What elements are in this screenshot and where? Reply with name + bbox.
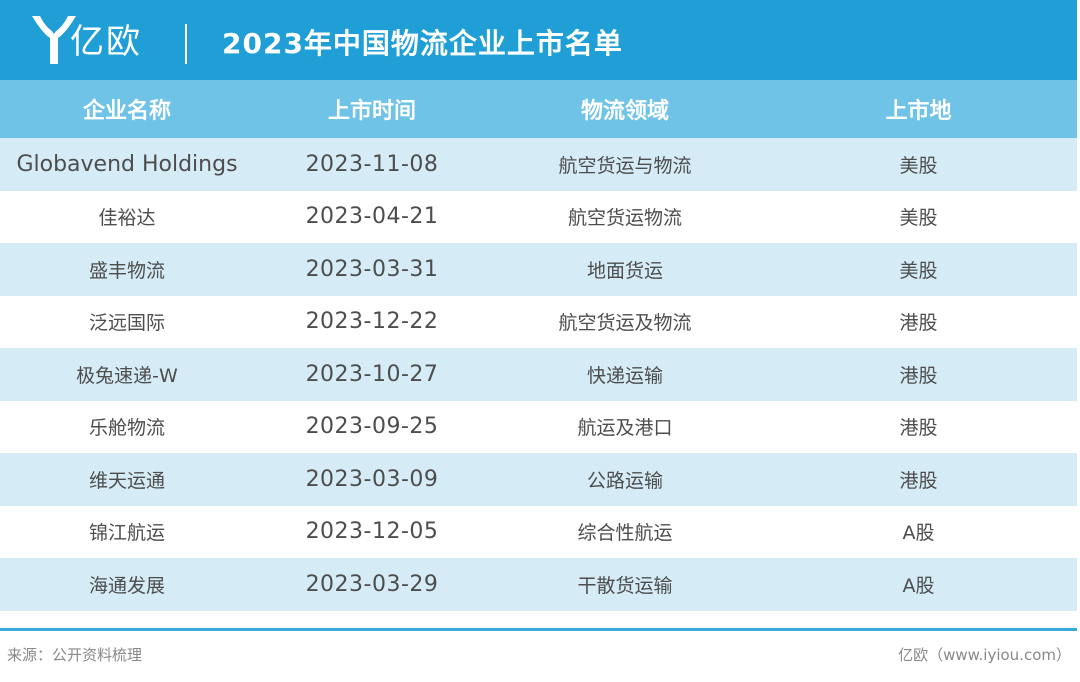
cell-logistics-field: 航空货运物流 (567, 207, 682, 230)
cell-company: 盛丰物流 (88, 259, 165, 282)
cell-listing-date: 2023-03-09 (305, 466, 439, 492)
header-divider (185, 24, 187, 64)
cell-listing-date: 2023-10-27 (305, 361, 439, 387)
cell-listing-date: 2023-11-08 (305, 151, 439, 177)
cell-company: 佳裕达 (98, 207, 156, 230)
table-row: 泛远国际 2023-12-22 航空货运及物流 港股 (0, 295, 1077, 348)
table-row: Globavend Holdings 2023-11-08 航空货运与物流 美股 (0, 138, 1077, 191)
table-body: Globavend Holdings 2023-11-08 航空货运与物流 美股… (0, 138, 1077, 611)
cell-listing-date: 2023-09-25 (305, 414, 439, 440)
cell-listing-market: A股 (902, 522, 935, 545)
table-header: 企业名称 上市时间 物流领域 上市地 (0, 80, 1077, 138)
brand-name: 亿欧 (70, 22, 142, 62)
table-row: 锦江航运 2023-12-05 综合性航运 A股 (0, 505, 1077, 558)
cell-listing-date: 2023-03-31 (305, 256, 439, 282)
source-note: 来源：公开资料梳理 (7, 646, 143, 664)
table-row: 极兔速递-W 2023-10-27 快递运输 港股 (0, 348, 1077, 401)
cell-listing-date: 2023-04-21 (305, 204, 439, 230)
cell-listing-market: A股 (902, 574, 935, 597)
cell-company: 泛远国际 (88, 312, 165, 335)
table-row: 维天运通 2023-03-09 公路运输 港股 (0, 453, 1077, 506)
cell-logistics-field: 快递运输 (586, 364, 663, 387)
table-row: 佳裕达 2023-04-21 航空货运物流 美股 (0, 190, 1077, 243)
column-header-listing-date: 上市时间 (327, 99, 416, 124)
credit-note: 亿欧（www.iyiou.com） (898, 646, 1071, 664)
cell-logistics-field: 公路运输 (586, 469, 663, 492)
cell-listing-market: 港股 (899, 469, 938, 492)
cell-listing-market: 美股 (899, 154, 938, 177)
cell-listing-date: 2023-12-22 (305, 309, 439, 335)
page-header: 亿欧 2023年中国物流企业上市名单 (0, 0, 1077, 80)
cell-logistics-field: 航空货运及物流 (558, 312, 692, 335)
column-header-logistics-field: 物流领域 (580, 99, 669, 124)
cell-company: 极兔速递-W (76, 364, 178, 387)
cell-logistics-field: 综合性航运 (577, 522, 673, 545)
cell-company: 海通发展 (88, 574, 165, 597)
table-row: 海通发展 2023-03-29 干散货运输 A股 (0, 558, 1077, 611)
cell-logistics-field: 地面货运 (586, 259, 663, 282)
cell-listing-market: 美股 (899, 207, 938, 230)
table-row: 乐舱物流 2023-09-25 航运及港口 港股 (0, 400, 1077, 453)
cell-listing-market: 港股 (899, 364, 938, 387)
cell-company: Globavend Holdings (16, 151, 238, 177)
cell-company: 锦江航运 (88, 522, 165, 545)
cell-listing-date: 2023-03-29 (305, 571, 439, 597)
bottom-divider (0, 628, 1077, 631)
yiou-logo-icon (32, 16, 76, 64)
cell-listing-date: 2023-12-05 (305, 519, 439, 545)
cell-company: 乐舱物流 (88, 417, 165, 440)
column-header-listing-market: 上市地 (885, 99, 952, 124)
cell-logistics-field: 航空货运与物流 (558, 154, 692, 177)
column-header-company: 企业名称 (82, 99, 171, 124)
page-title: 2023年中国物流企业上市名单 (222, 27, 623, 60)
table-row: 盛丰物流 2023-03-31 地面货运 美股 (0, 243, 1077, 296)
cell-listing-market: 港股 (899, 417, 938, 440)
cell-listing-market: 美股 (899, 259, 938, 282)
cell-listing-market: 港股 (899, 312, 938, 335)
cell-logistics-field: 干散货运输 (577, 574, 673, 597)
cell-company: 维天运通 (88, 469, 165, 492)
cell-logistics-field: 航运及港口 (577, 417, 673, 440)
